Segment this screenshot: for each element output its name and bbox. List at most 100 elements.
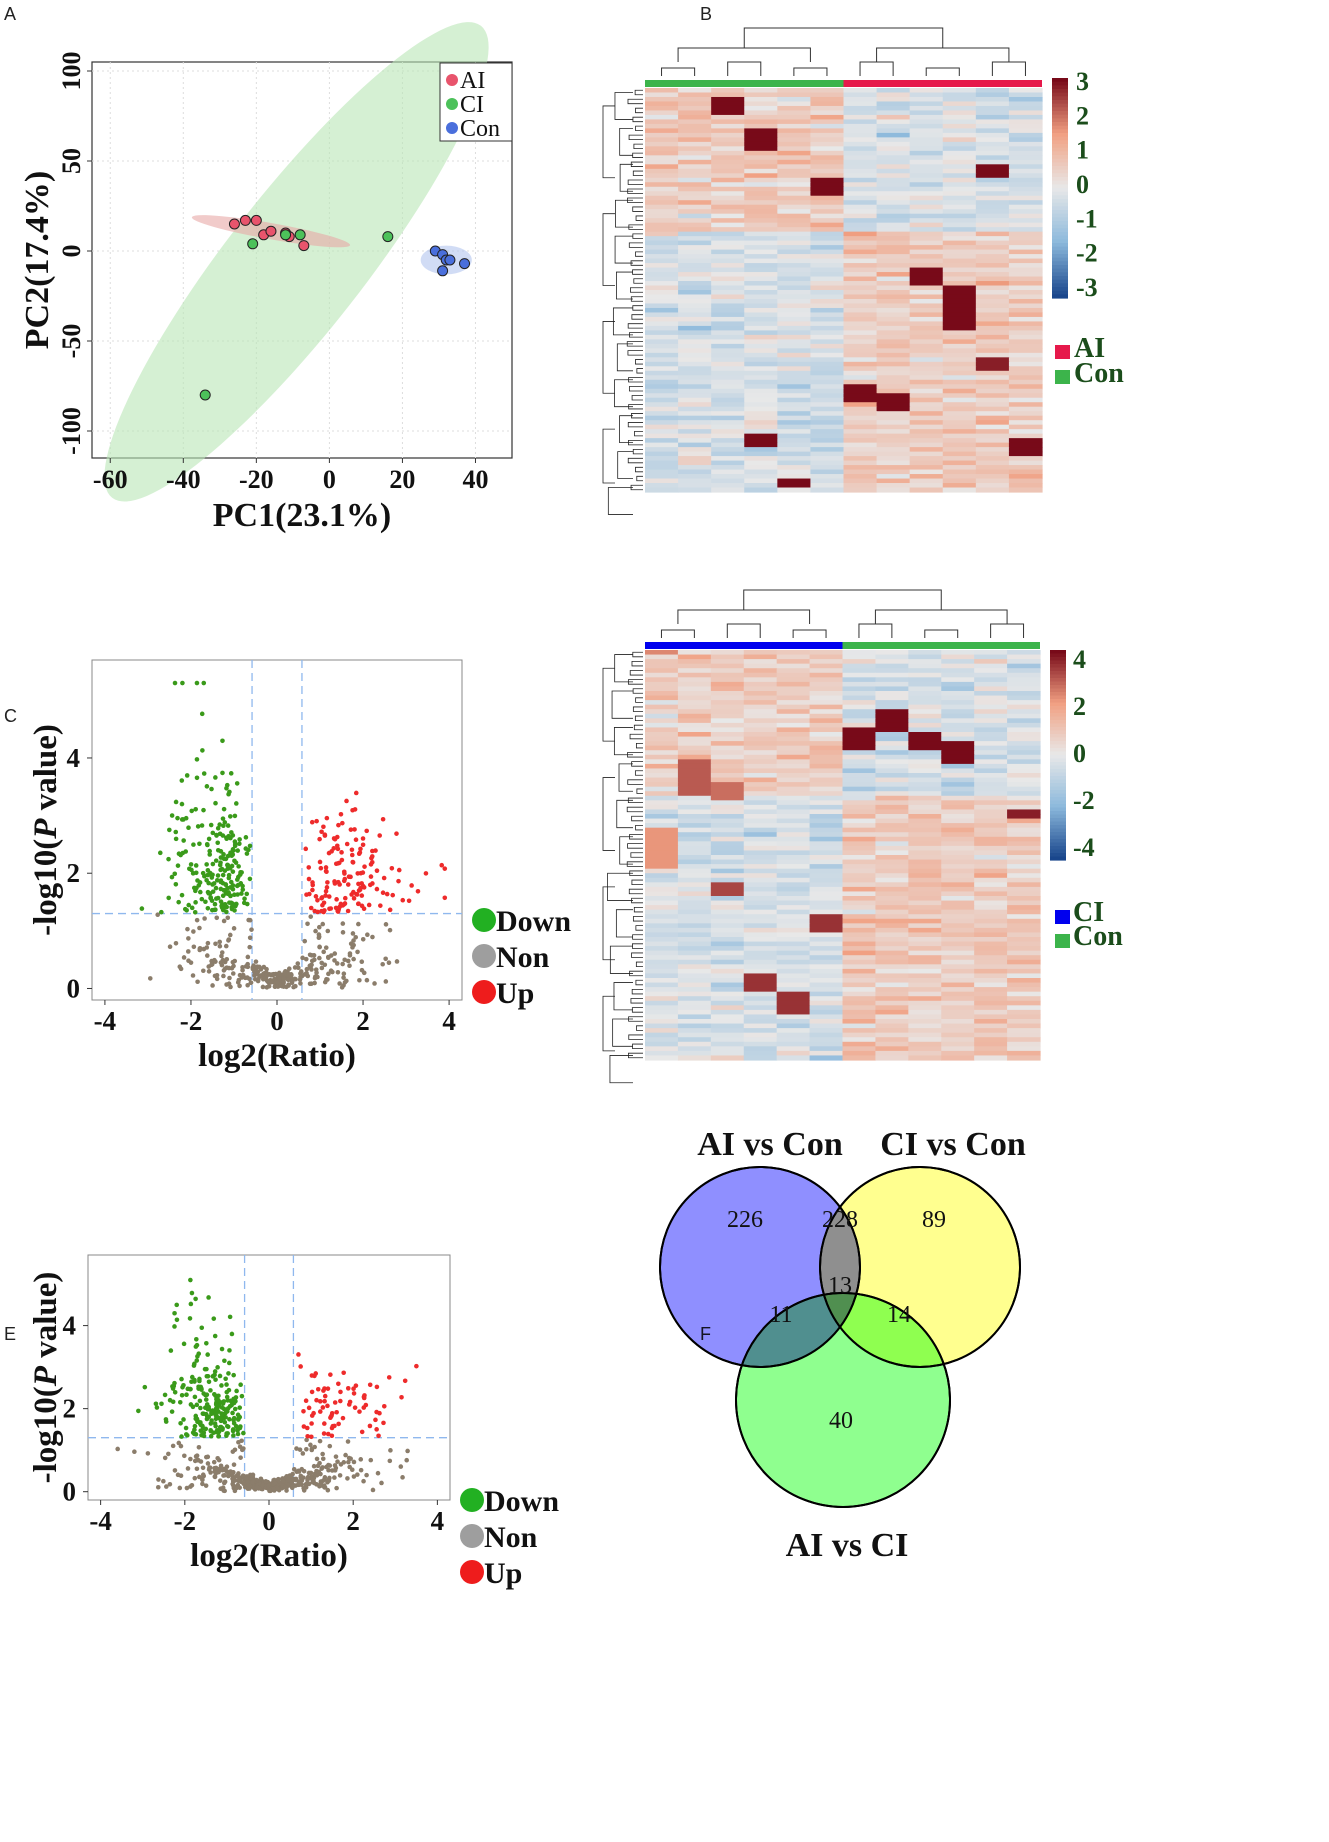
heatmap-cell xyxy=(941,727,975,733)
heatmap-cell xyxy=(810,150,845,156)
heatmap-cell xyxy=(942,366,977,372)
heatmap-cell xyxy=(875,741,909,747)
data-point-non xyxy=(181,955,187,960)
heatmap-cell xyxy=(645,227,679,233)
data-point-down xyxy=(204,784,210,789)
data-point-down xyxy=(192,1423,198,1429)
heatmap-cell xyxy=(842,709,877,715)
data-point-non xyxy=(185,949,191,954)
heatmap-cell xyxy=(942,209,977,215)
data-point-down xyxy=(237,837,242,842)
heatmap-cell xyxy=(678,330,712,336)
row-dendrogram xyxy=(602,89,643,515)
data-point-down xyxy=(214,877,220,883)
heatmap-cell xyxy=(711,379,745,385)
heatmap-cell xyxy=(1008,424,1043,430)
heatmap-cell xyxy=(710,659,745,665)
heatmap-cell xyxy=(710,732,745,738)
data-point-up xyxy=(326,850,332,856)
heatmap-cell xyxy=(809,786,844,792)
heatmap-cell xyxy=(1008,258,1043,264)
data-point-down xyxy=(195,878,200,883)
heatmap-cell xyxy=(909,281,944,287)
heatmap-cell xyxy=(942,478,977,484)
heatmap-cell xyxy=(875,891,909,897)
heatmap-cell xyxy=(842,1019,877,1025)
heatmap-cell xyxy=(810,411,845,417)
heatmap-cell xyxy=(710,832,745,838)
data-point-down xyxy=(205,868,211,873)
heatmap-cell xyxy=(908,795,942,801)
heatmap-cell xyxy=(711,177,745,183)
heatmap-cell xyxy=(710,750,745,756)
heatmap-cell xyxy=(743,1005,778,1011)
heatmap-cell xyxy=(1007,1050,1041,1057)
heatmap-cell xyxy=(776,955,811,961)
heatmap-cell xyxy=(909,375,944,381)
heatmap-cell xyxy=(744,456,778,462)
data-point-up xyxy=(325,1431,331,1437)
heatmap-cell xyxy=(1007,663,1041,669)
heatmap-cell xyxy=(810,474,845,480)
data-point-non xyxy=(221,918,227,924)
data-point-down xyxy=(219,1383,224,1388)
heatmap-cell xyxy=(710,759,745,765)
heatmap-cell xyxy=(842,991,877,997)
heatmap-cell xyxy=(941,896,975,902)
heatmap-cell xyxy=(875,750,909,756)
heatmap-cell xyxy=(1008,330,1043,336)
data-point-down xyxy=(184,773,190,778)
heatmap-cell xyxy=(1007,832,1041,838)
heatmap-cell xyxy=(744,245,778,251)
data-point-down xyxy=(219,866,225,872)
heatmap-cell xyxy=(777,213,812,219)
heatmap-cell xyxy=(710,918,745,924)
heatmap-cell xyxy=(743,937,778,943)
data-point-down xyxy=(204,1373,210,1379)
heatmap-cell xyxy=(842,777,877,783)
heatmap-cell xyxy=(875,686,909,692)
heatmap-cell xyxy=(876,290,911,296)
heatmap-cell xyxy=(776,959,811,965)
heatmap-cell xyxy=(876,209,911,215)
heatmap-cell xyxy=(975,307,1010,314)
heatmap-cell xyxy=(876,370,911,376)
heatmap-cell xyxy=(645,672,679,678)
heatmap-cell xyxy=(908,937,942,943)
heatmap-cell xyxy=(678,231,712,237)
heatmap-cell xyxy=(677,1000,712,1006)
heatmap-cell xyxy=(975,447,1010,453)
data-point-up xyxy=(309,1413,315,1418)
heatmap-cell xyxy=(909,222,944,228)
heatmap-cell xyxy=(908,668,942,674)
heatmap-cell xyxy=(875,973,909,979)
heatmap-cell xyxy=(909,150,944,156)
heatmap-cell xyxy=(777,366,812,372)
heatmap-cell xyxy=(744,88,778,94)
heatmap-cell xyxy=(743,859,778,865)
data-point-non xyxy=(387,1458,393,1464)
heatmap-cell xyxy=(941,841,975,847)
heatmap-cell xyxy=(711,375,745,381)
heatmap-cell xyxy=(776,722,811,729)
data-point-down xyxy=(215,840,221,846)
data-point-down xyxy=(228,771,234,776)
heatmap-cell xyxy=(678,361,712,367)
heatmap-cell xyxy=(843,456,878,462)
heatmap-cell xyxy=(1007,855,1041,861)
heatmap-cell xyxy=(974,923,1008,929)
heatmap-cell xyxy=(974,695,1008,701)
data-point-non xyxy=(147,976,153,981)
heatmap-cell xyxy=(1007,791,1041,797)
heatmap-cell xyxy=(744,204,778,210)
heatmap-cell xyxy=(777,411,812,417)
heatmap-cell xyxy=(711,402,745,408)
heatmap-cell xyxy=(777,272,812,278)
heatmap-cell xyxy=(975,361,1010,367)
heatmap-cell xyxy=(941,691,975,697)
heatmap-cell xyxy=(678,424,712,430)
data-point-down xyxy=(235,848,241,853)
data-point-non xyxy=(232,1447,238,1453)
heatmap-cell xyxy=(875,681,909,688)
heatmap-cell xyxy=(710,1023,745,1029)
